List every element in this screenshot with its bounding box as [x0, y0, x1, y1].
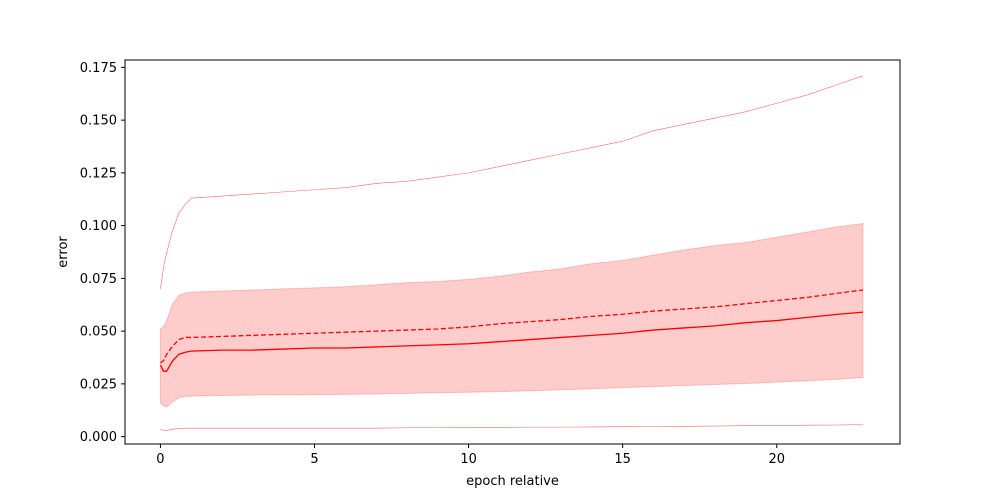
- y-tick-label: 0.075: [80, 272, 117, 287]
- x-tick-label: 5: [310, 452, 318, 467]
- envelope-upper-line: [160, 75, 864, 289]
- x-axis: 0 5 10 15 20: [156, 444, 785, 467]
- y-tick-label: 0.100: [80, 219, 117, 234]
- envelope-lower-line: [160, 424, 864, 431]
- y-axis: 0.000 0.025 0.050 0.075 0.100 0.125 0.150 0.175: [80, 61, 125, 445]
- y-tick-label: 0.050: [80, 325, 117, 340]
- y-tick-label: 0.150: [80, 114, 117, 129]
- series-layer: [159, 289, 864, 372]
- plot-frame: [124, 59, 901, 445]
- dashed-series-line: [160, 289, 864, 364]
- y-tick-label: 0.125: [80, 166, 117, 181]
- x-tick-label: 20: [768, 452, 785, 467]
- std-band: [159, 222, 864, 408]
- band-layer: [159, 222, 864, 408]
- y-axis-label: error: [56, 236, 71, 268]
- y-tick-label: 0.025: [80, 377, 117, 392]
- y-tick-label: 0.000: [80, 430, 117, 445]
- y-tick-label: 0.175: [80, 61, 117, 76]
- x-tick-label: 10: [460, 452, 477, 467]
- solid-series-line: [159, 311, 864, 372]
- envelope-layer: [160, 75, 864, 431]
- x-tick-label: 15: [614, 452, 631, 467]
- x-tick-label: 0: [156, 452, 164, 467]
- x-axis-label: epoch relative: [466, 474, 559, 489]
